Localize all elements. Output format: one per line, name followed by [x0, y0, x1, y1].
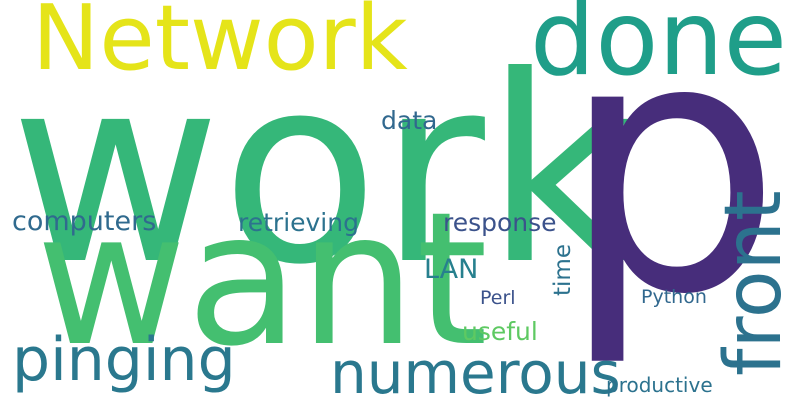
word-p: p [560, 0, 783, 371]
word-front: front [709, 190, 799, 376]
word-done: done [530, 0, 788, 99]
word-numerous: numerous [330, 339, 621, 400]
word-python: Python [641, 286, 707, 308]
word-data: data [381, 106, 438, 135]
word-work: work [10, 21, 635, 321]
word-network: Network [32, 0, 408, 91]
word-perl: Perl [480, 287, 516, 309]
word-response: response [443, 208, 557, 237]
word-retrieving: retrieving [238, 208, 359, 237]
word-time: time [550, 244, 576, 296]
word-productive: productive [606, 373, 713, 397]
word-useful: useful [462, 317, 538, 346]
word-lan: LAN [424, 254, 479, 285]
word-computers: computers [12, 206, 157, 237]
word-want: want [36, 173, 489, 387]
word-pinging: pinging [12, 325, 236, 395]
